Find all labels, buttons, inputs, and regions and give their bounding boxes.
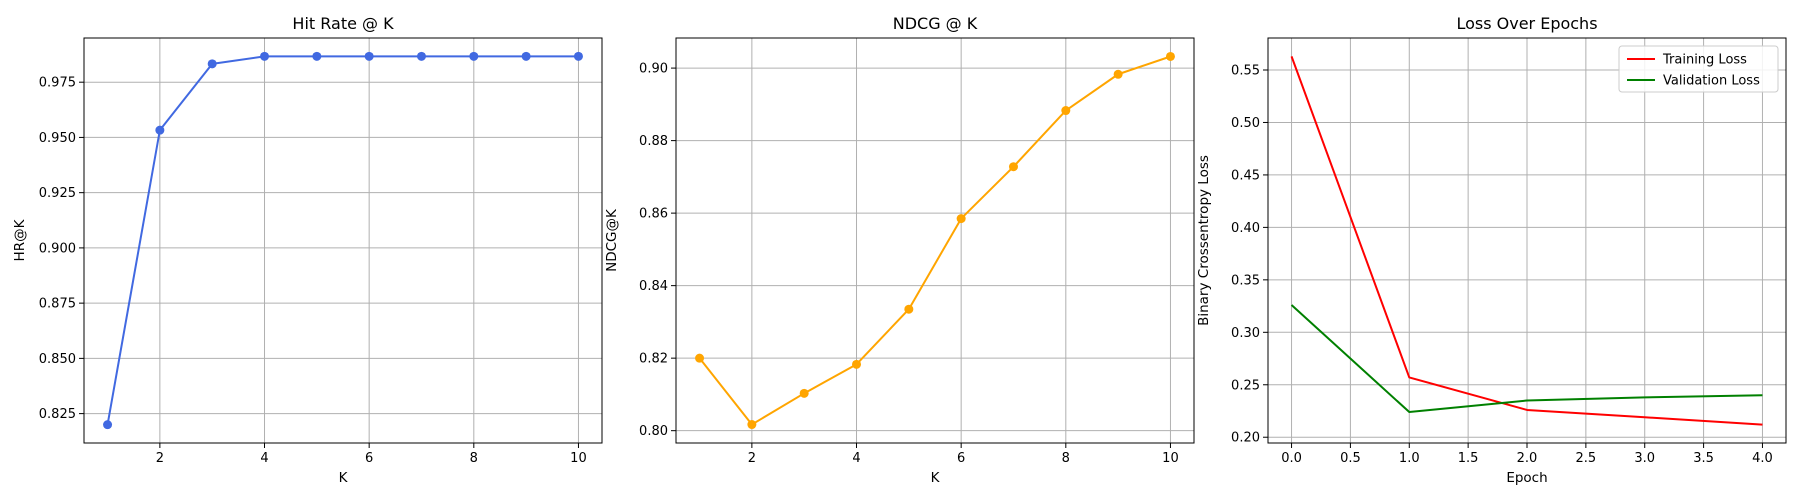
y-axis-label: Binary Crossentropy Loss <box>1196 155 1212 326</box>
data-point <box>312 51 322 61</box>
x-tick-label: 3.5 <box>1693 451 1714 466</box>
plot-frame <box>83 37 603 444</box>
y-tick-label: 0.20 <box>1231 431 1260 446</box>
y-axis-label: NDCG@K <box>604 208 620 272</box>
series-line-1 <box>1290 56 1763 426</box>
x-tick-label: 2 <box>748 451 756 466</box>
y-axis-label: HR@K <box>12 218 28 261</box>
data-point <box>904 304 914 314</box>
y-tick-label: 0.82 <box>639 352 668 367</box>
x-tick-label: 6 <box>365 451 373 466</box>
y-tick-label: 0.850 <box>39 352 76 367</box>
y-tick-label: 0.86 <box>639 207 668 222</box>
series-line-2 <box>1290 304 1763 414</box>
y-tick-label: 0.900 <box>39 241 76 256</box>
data-point <box>1113 69 1123 79</box>
chart-panel-1: 2 4 6 8 10 0.825 0.850 0.875 0.900 0.925 0.950 0.97… <box>12 14 603 486</box>
data-point <box>207 59 217 69</box>
x-tick-label: 0.0 <box>1281 451 1302 466</box>
data-point <box>956 214 966 224</box>
y-axis-ticks: 0.20 0.25 0.30 0.35 0.40 0.45 0.50 0.55 <box>1231 64 1268 446</box>
data-point <box>155 125 165 135</box>
y-tick-label: 0.35 <box>1231 273 1260 288</box>
x-axis-ticks: 0.0 0.5 1.0 1.5 2.0 2.5 3.0 3.5 4.0 <box>1281 443 1773 466</box>
series-group <box>103 51 583 430</box>
data-point <box>103 420 113 430</box>
y-tick-label: 0.45 <box>1231 168 1260 183</box>
series-line-1 <box>106 55 579 425</box>
data-point <box>1008 162 1018 172</box>
y-tick-label: 0.50 <box>1231 116 1260 131</box>
data-point <box>852 359 862 369</box>
y-tick-label: 0.975 <box>39 76 76 91</box>
data-point <box>469 51 479 61</box>
chart-title: NDCG @ K <box>893 14 978 33</box>
x-axis-label: K <box>931 470 941 486</box>
y-tick-label: 0.55 <box>1231 64 1260 79</box>
legend-label: Training Loss <box>1662 53 1747 68</box>
y-tick-label: 0.950 <box>39 131 76 146</box>
x-axis-label: K <box>339 470 349 486</box>
x-axis-ticks: 2 4 6 8 10 <box>748 443 1179 466</box>
y-tick-label: 0.25 <box>1231 378 1260 393</box>
data-point <box>695 353 705 363</box>
y-tick-label: 0.80 <box>639 424 668 439</box>
x-tick-label: 3.0 <box>1634 451 1655 466</box>
x-tick-label: 0.5 <box>1340 451 1361 466</box>
y-tick-label: 0.40 <box>1231 221 1260 236</box>
y-tick-label: 0.925 <box>39 186 76 201</box>
x-tick-label: 4 <box>260 451 268 466</box>
data-point <box>364 51 374 61</box>
chart-panel-3: 0.0 0.5 1.0 1.5 2.0 2.5 3.0 3.5 4.00.200.250.300… <box>1196 14 1787 486</box>
y-tick-label: 0.90 <box>639 62 668 77</box>
x-axis-label: Epoch <box>1506 470 1547 486</box>
grid <box>1268 38 1786 443</box>
y-tick-label: 0.84 <box>639 279 668 294</box>
data-point <box>260 51 270 61</box>
y-axis-ticks: 0.80 0.82 0.84 0.86 0.88 0.90 <box>639 62 676 439</box>
series-group <box>1290 56 1763 426</box>
x-tick-label: 2.0 <box>1517 451 1538 466</box>
x-tick-label: 6 <box>957 451 965 466</box>
series-line-1 <box>698 55 1171 426</box>
legend: Training Loss Validation Loss <box>1618 45 1779 93</box>
x-tick-label: 10 <box>570 451 587 466</box>
x-axis-ticks: 2 4 6 8 10 <box>156 443 587 466</box>
x-tick-label: 1.0 <box>1399 451 1420 466</box>
data-point <box>1165 51 1175 61</box>
x-tick-label: 4 <box>852 451 860 466</box>
legend-box <box>1618 45 1779 93</box>
chart-panel-2: 2 4 6 8 10 0.80 0.82 0.84 0.86 0.88 0.90 NDCG @ K K N… <box>604 14 1195 486</box>
grid <box>676 38 1194 443</box>
data-point <box>747 420 757 430</box>
x-tick-label: 10 <box>1162 451 1179 466</box>
chart-title: Hit Rate @ K <box>292 14 394 33</box>
x-tick-label: 8 <box>1062 451 1070 466</box>
x-tick-label: 4.0 <box>1752 451 1773 466</box>
x-tick-label: 2.5 <box>1576 451 1597 466</box>
x-tick-label: 2 <box>156 451 164 466</box>
y-tick-label: 0.30 <box>1231 326 1260 341</box>
plot-frame <box>675 37 1195 444</box>
data-point <box>416 51 426 61</box>
data-point <box>521 51 531 61</box>
chart-title: Loss Over Epochs <box>1456 14 1597 33</box>
data-point <box>799 388 809 398</box>
grid <box>84 38 602 443</box>
series-group <box>695 51 1175 430</box>
x-tick-label: 1.5 <box>1458 451 1479 466</box>
x-tick-label: 8 <box>470 451 478 466</box>
y-tick-label: 0.88 <box>639 134 668 149</box>
data-point <box>573 51 583 61</box>
y-tick-label: 0.825 <box>39 407 76 422</box>
legend-label: Validation Loss <box>1663 74 1760 89</box>
y-axis-ticks: 0.825 0.850 0.875 0.900 0.925 0.950 0.975 <box>39 76 84 422</box>
y-tick-label: 0.875 <box>39 297 76 312</box>
data-point <box>1061 106 1071 116</box>
